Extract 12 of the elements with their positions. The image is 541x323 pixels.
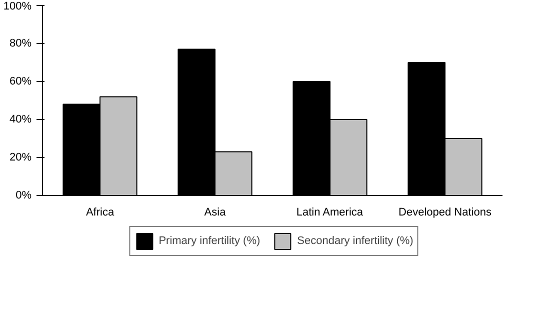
y-tick-label: 60% (9, 76, 32, 88)
legend-label: Primary infertility (%) (158, 235, 260, 247)
y-tick-label: 40% (9, 114, 32, 126)
x-tick-label: Asia (204, 206, 227, 218)
x-tick-label: Developed Nations (398, 206, 492, 218)
y-tick-label: 0% (16, 190, 32, 202)
x-tick-label: Africa (86, 206, 115, 218)
legend-label: Secondary infertility (%) (297, 235, 414, 247)
y-tick-label: 80% (9, 38, 32, 50)
y-tick-label: 20% (9, 152, 32, 164)
x-tick-label: Latin America (296, 206, 364, 218)
y-tick-label: 100% (3, 0, 32, 12)
